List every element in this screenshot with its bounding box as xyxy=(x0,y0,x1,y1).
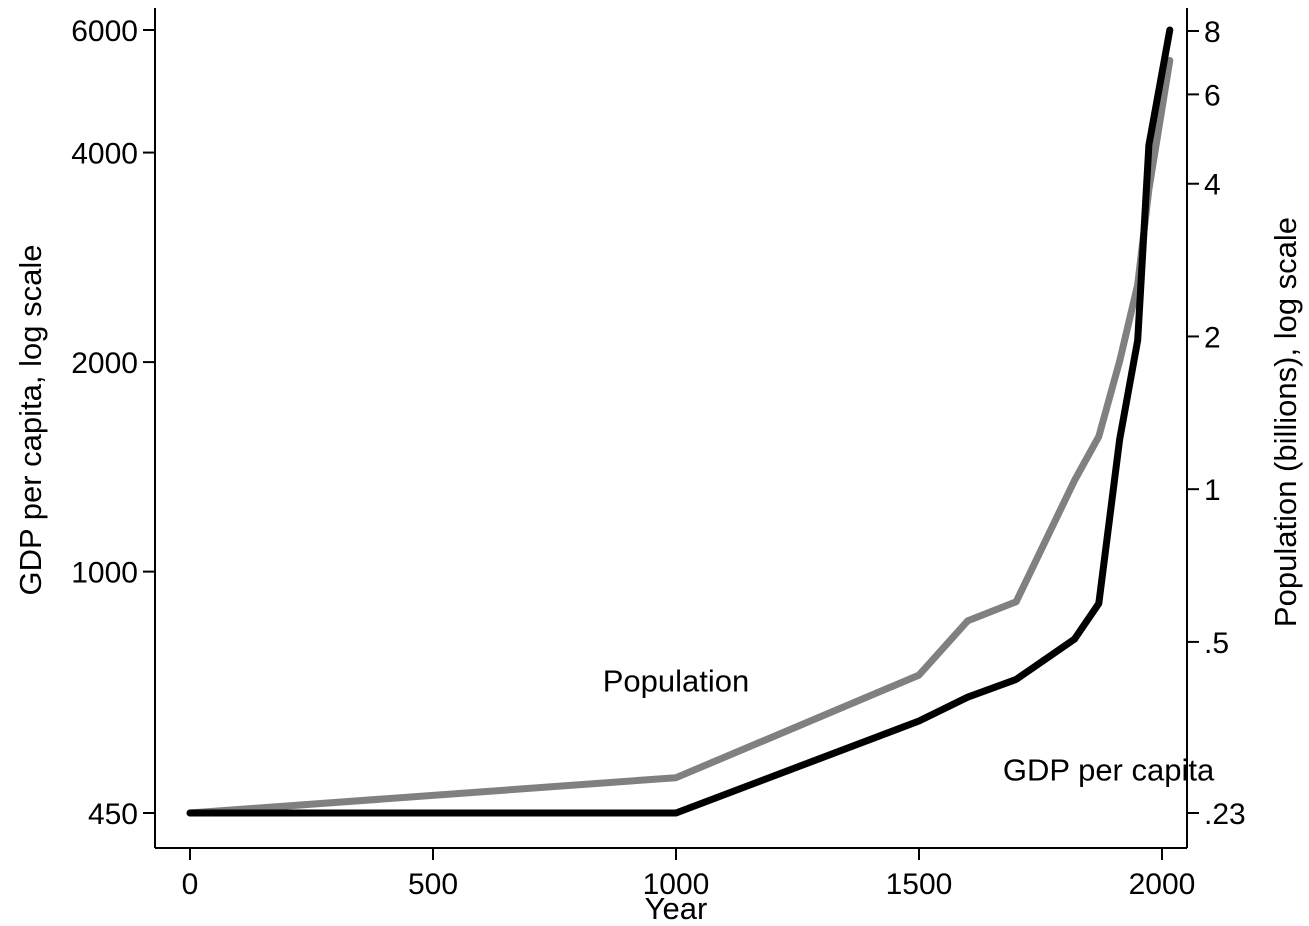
x-tick-label: 1500 xyxy=(886,868,953,901)
population-line xyxy=(186,56,1174,817)
y-axis-left-title: GDP per capita, log scale xyxy=(13,245,48,596)
x-tick-label: 1000 xyxy=(643,868,710,901)
left-tick-label: 6000 xyxy=(71,15,138,48)
x-tick-label: 500 xyxy=(408,868,458,901)
right-tick-label: 1 xyxy=(1204,474,1221,507)
right-tick-label: .23 xyxy=(1204,798,1246,831)
y-axis-right-title: Population (billions), log scale xyxy=(1268,217,1303,627)
right-tick-label: 4 xyxy=(1204,169,1221,202)
right-tick-label: 6 xyxy=(1204,79,1221,112)
left-tick-label: 450 xyxy=(88,798,138,831)
right-tick-label: 8 xyxy=(1204,16,1221,49)
left-tick-label: 4000 xyxy=(71,138,138,171)
series-layer xyxy=(186,26,1174,817)
x-axis: 0 500 1000 1500 2000 xyxy=(155,847,1196,901)
right-y-axis: .23 .5 1 2 4 6 8 xyxy=(1186,8,1246,848)
right-tick-label: .5 xyxy=(1204,627,1229,660)
gdp-per-capita-label: GDP per capita xyxy=(1003,752,1215,787)
right-tick-label: 2 xyxy=(1204,321,1221,354)
annotation-layer: Population GDP per capita xyxy=(603,663,1215,787)
left-tick-label: 1000 xyxy=(71,557,138,590)
left-y-axis: 450 1000 2000 4000 6000 xyxy=(71,8,156,848)
x-tick-label: 2000 xyxy=(1129,868,1196,901)
population-label: Population xyxy=(603,663,750,698)
x-axis-title: Year xyxy=(645,891,708,926)
left-tick-label: 2000 xyxy=(71,347,138,380)
x-tick-label: 0 xyxy=(182,868,199,901)
